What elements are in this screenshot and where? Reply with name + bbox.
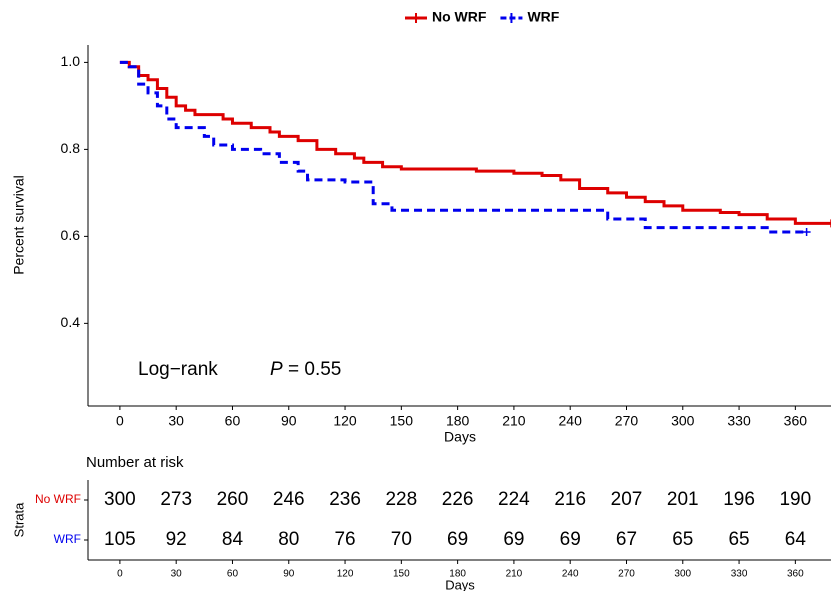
risk-count: 260 bbox=[217, 489, 249, 510]
x-tick-label: 210 bbox=[502, 413, 526, 429]
risk-count: 69 bbox=[560, 529, 581, 550]
x-tick-label: 270 bbox=[615, 413, 639, 429]
censor-mark bbox=[802, 228, 811, 237]
x-tick-label: 90 bbox=[281, 413, 297, 429]
x-tick-label: 330 bbox=[727, 413, 751, 429]
risk-x-tick-label: 330 bbox=[731, 569, 748, 580]
risk-x-tick-label: 30 bbox=[171, 569, 183, 580]
risk-row-label: WRF bbox=[54, 532, 81, 546]
risk-count: 70 bbox=[391, 529, 412, 550]
risk-x-tick-label: 360 bbox=[787, 569, 804, 580]
risk-count: 246 bbox=[273, 489, 305, 510]
y-tick-label: 1.0 bbox=[61, 53, 81, 69]
y-axis-label: Percent survival bbox=[11, 175, 27, 275]
risk-x-tick-label: 90 bbox=[283, 569, 295, 580]
x-tick-label: 0 bbox=[116, 413, 124, 429]
y-tick-label: 0.8 bbox=[61, 140, 81, 156]
x-tick-label: 120 bbox=[333, 413, 357, 429]
risk-x-tick-label: 240 bbox=[562, 569, 579, 580]
risk-x-tick-label: 0 bbox=[117, 569, 123, 580]
risk-count: 196 bbox=[723, 489, 755, 510]
risk-title: Number at risk bbox=[86, 454, 184, 471]
survival-curve bbox=[119, 60, 807, 234]
annotation-p-symbol: P bbox=[270, 359, 283, 380]
x-tick-label: 30 bbox=[168, 413, 184, 429]
risk-y-label: Strata bbox=[11, 502, 26, 537]
risk-count: 67 bbox=[616, 529, 637, 550]
risk-count: 201 bbox=[667, 489, 699, 510]
censor-mark bbox=[827, 219, 831, 228]
risk-count: 224 bbox=[498, 489, 530, 510]
risk-count: 76 bbox=[334, 529, 355, 550]
risk-x-tick-label: 150 bbox=[393, 569, 410, 580]
risk-count: 65 bbox=[728, 529, 749, 550]
risk-count: 105 bbox=[104, 529, 136, 550]
y-tick-label: 0.4 bbox=[61, 314, 81, 330]
risk-x-tick-label: 210 bbox=[506, 569, 523, 580]
x-tick-label: 300 bbox=[671, 413, 695, 429]
survival-curve bbox=[119, 60, 831, 225]
risk-count: 300 bbox=[104, 489, 136, 510]
risk-count: 69 bbox=[447, 529, 468, 550]
y-tick-label: 0.6 bbox=[61, 227, 81, 243]
risk-count: 84 bbox=[222, 529, 244, 550]
x-tick-label: 360 bbox=[784, 413, 808, 429]
annotation-p-text: = 0.55 bbox=[288, 359, 341, 380]
risk-x-tick-label: 120 bbox=[337, 569, 354, 580]
x-tick-label: 240 bbox=[559, 413, 583, 429]
risk-count: 190 bbox=[779, 489, 811, 510]
risk-count: 226 bbox=[442, 489, 474, 510]
x-tick-label: 150 bbox=[390, 413, 414, 429]
risk-count: 207 bbox=[611, 489, 643, 510]
risk-x-tick-label: 300 bbox=[674, 569, 691, 580]
risk-count: 273 bbox=[160, 489, 192, 510]
risk-count: 236 bbox=[329, 489, 361, 510]
risk-x-tick-label: 270 bbox=[618, 569, 635, 580]
risk-x-tick-label: 180 bbox=[449, 569, 466, 580]
risk-count: 69 bbox=[503, 529, 524, 550]
x-tick-label: 60 bbox=[225, 413, 241, 429]
risk-count: 216 bbox=[554, 489, 586, 510]
risk-count: 65 bbox=[672, 529, 693, 550]
risk-count: 64 bbox=[785, 529, 807, 550]
risk-row-label: No WRF bbox=[35, 492, 81, 506]
legend-label: WRF bbox=[527, 9, 559, 25]
risk-x-tick-label: 60 bbox=[227, 569, 239, 580]
risk-count: 92 bbox=[166, 529, 187, 550]
annotation-test: Log−rank bbox=[138, 359, 218, 380]
x-tick-label: 180 bbox=[446, 413, 470, 429]
risk-count: 228 bbox=[385, 489, 417, 510]
legend-label: No WRF bbox=[432, 9, 487, 25]
risk-count: 80 bbox=[278, 529, 299, 550]
x-axis-label: Days bbox=[444, 429, 476, 445]
risk-x-label: Days bbox=[445, 577, 475, 591]
